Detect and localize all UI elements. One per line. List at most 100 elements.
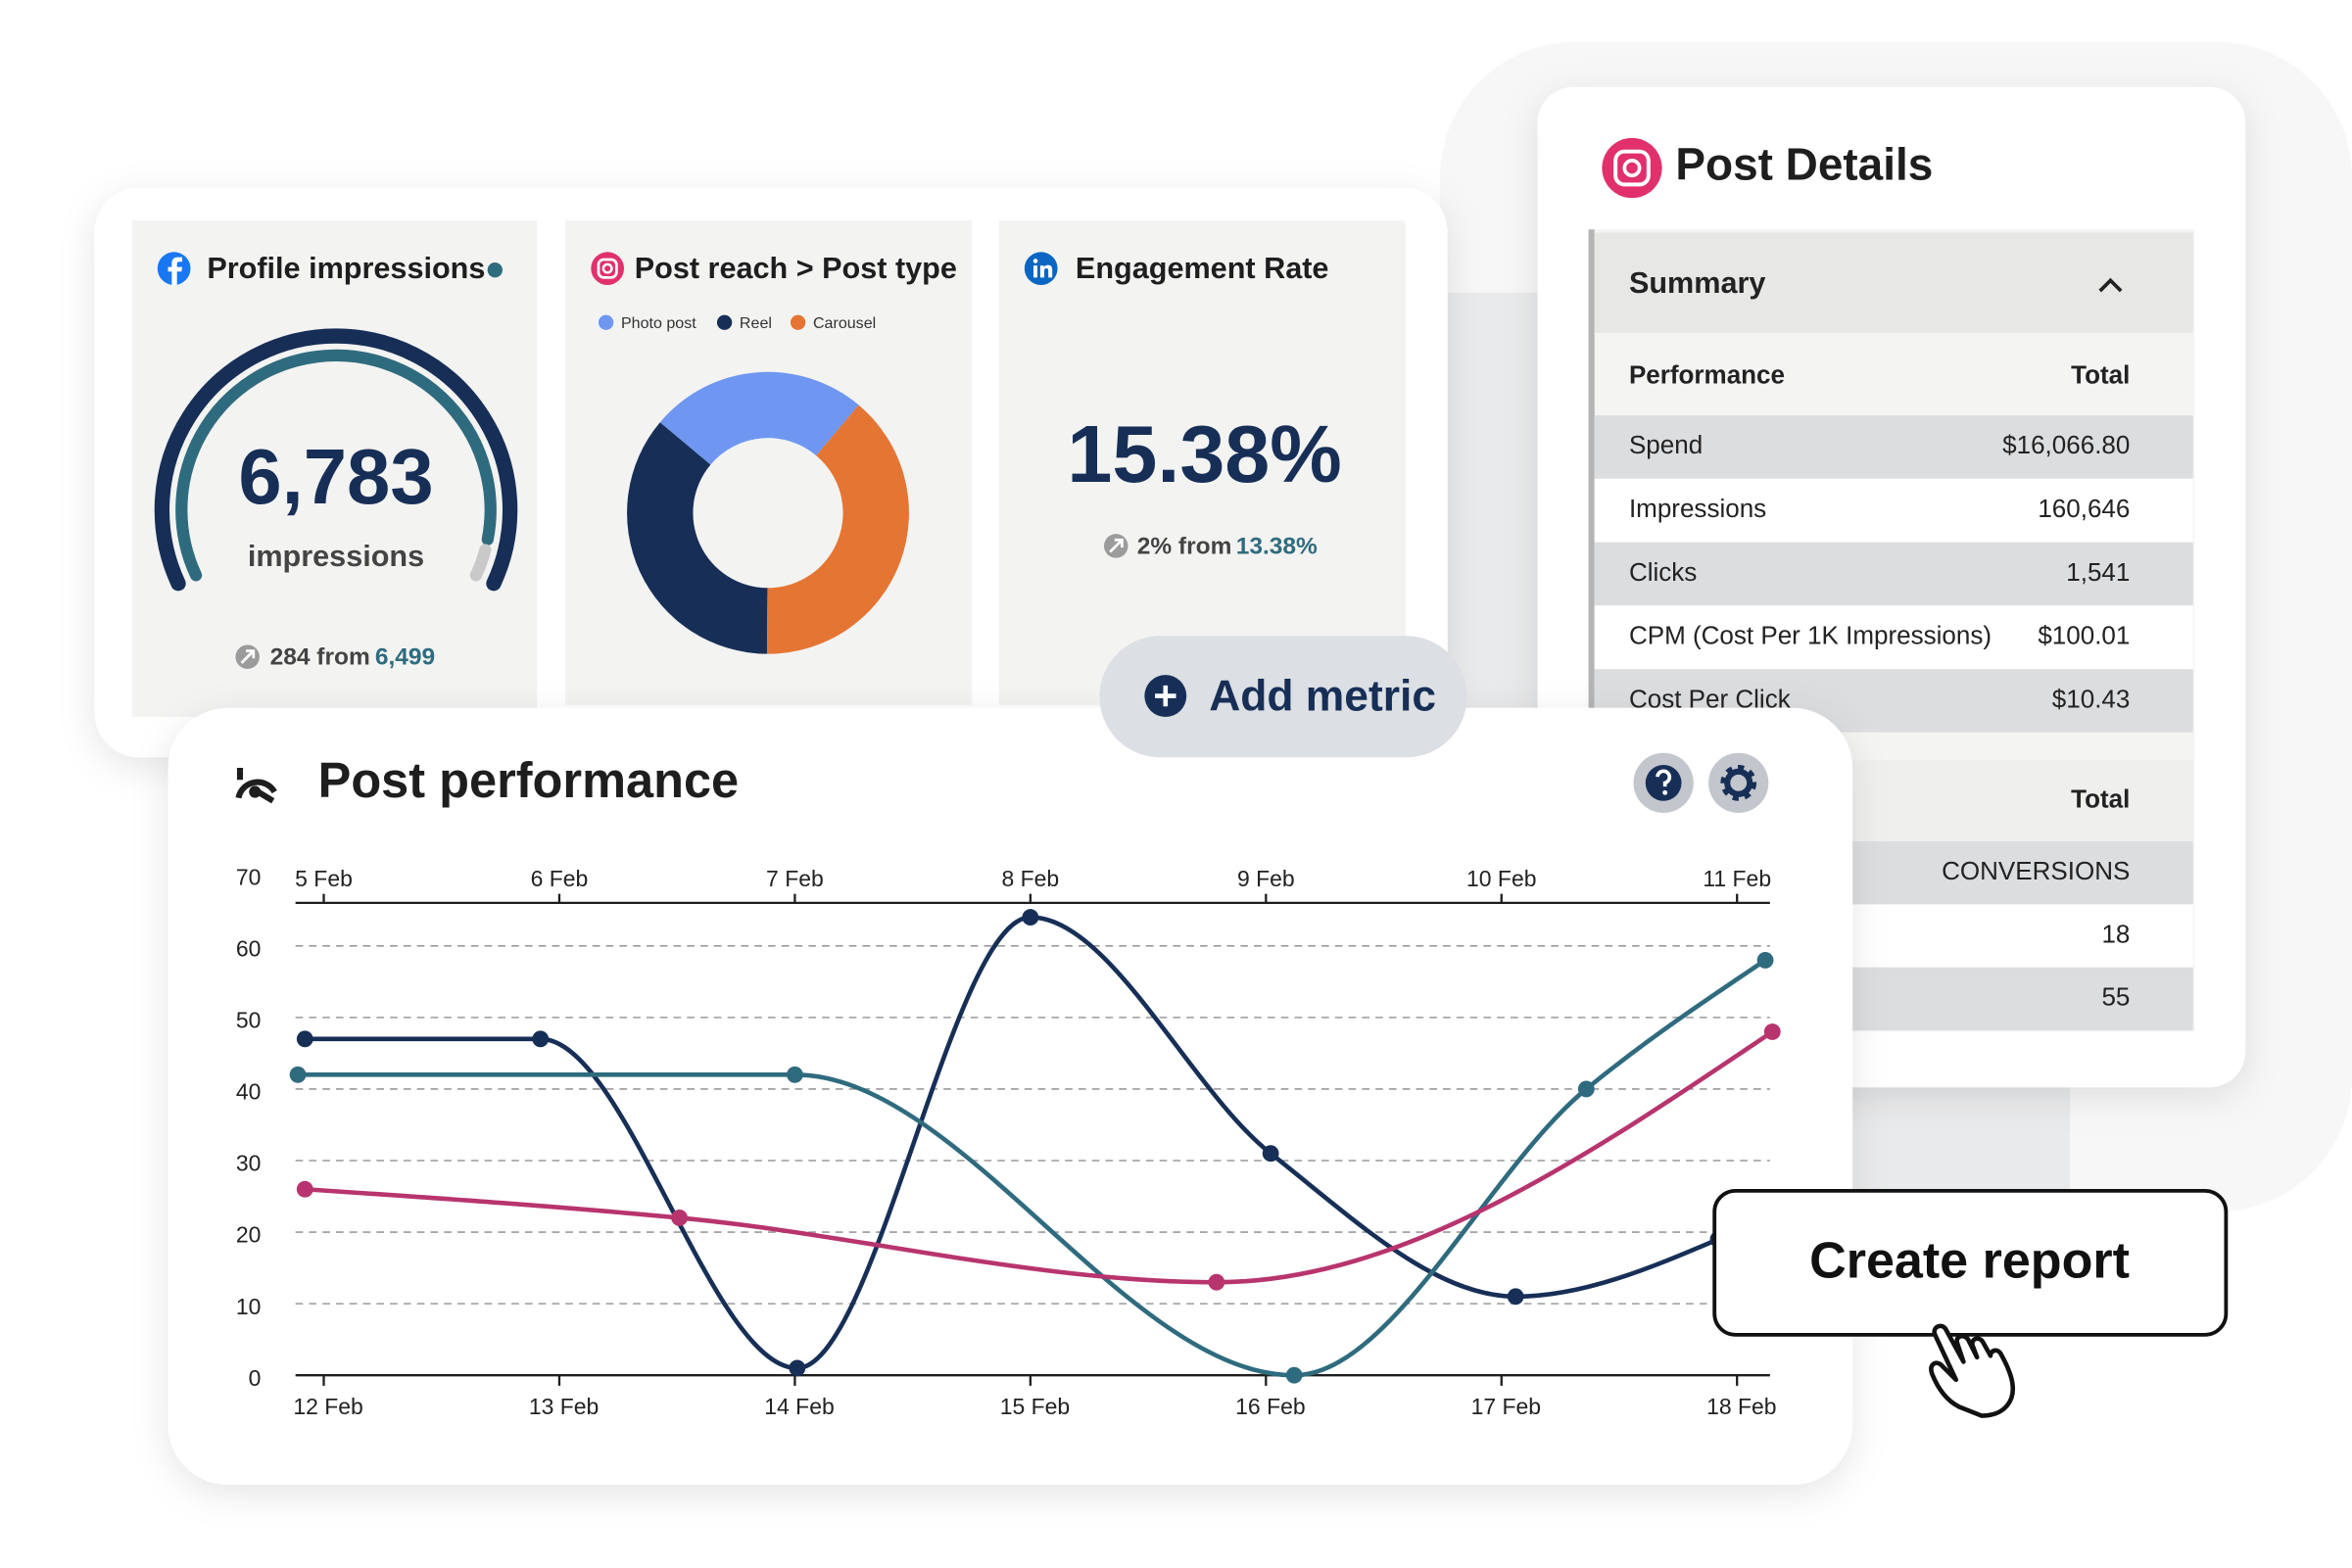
table-row [1594,415,2193,479]
chart-title: Post performance [318,752,740,808]
instagram-glyph [1613,149,1651,187]
row-value: 160,646 [2038,494,2130,523]
y-tick-label: 70 [236,864,262,889]
row-label: Impressions [1629,494,1766,523]
panel-title: Post Details [1675,139,1933,190]
previous-value: 6,499 [375,644,435,671]
help-glyph [1662,789,1668,795]
legend-label: Photo post [621,314,696,332]
button-label[interactable]: Create report [1809,1233,2130,1290]
x-tick-label: 17 Feb [1471,1394,1541,1419]
x2-tick-label: 11 Feb [1703,866,1771,891]
summary-row[interactable] [1594,232,2193,333]
x2-tick-label: 9 Feb [1237,866,1295,891]
backdrop-block [1447,292,1553,713]
row-value: $10.43 [2052,684,2131,713]
card [131,220,538,717]
linkedin-glyph [1032,259,1053,278]
table-row [1594,605,2193,669]
row-value: $16,066.80 [2002,430,2130,459]
legend-swatch [790,314,806,330]
facebook-glyph [168,257,183,285]
data-point [1022,909,1039,927]
instagram-glyph [597,258,618,279]
metric-value: 6,783 [238,433,433,520]
column-header: Total [2071,359,2130,389]
x-tick-label: 14 Feb [764,1394,834,1419]
change-text: 284 from [270,644,370,671]
settings-button[interactable] [1708,752,1769,813]
button-bg[interactable] [1099,636,1467,758]
series-line [298,958,1767,1378]
card [998,220,1406,705]
status-dot [487,262,503,278]
x2-tick-label: 8 Feb [1002,866,1060,891]
table-row [1594,542,2193,606]
y-tick-label: 30 [236,1151,262,1176]
x-tick-label: 15 Feb [1000,1394,1070,1419]
row-value: CONVERSIONS [1942,856,2130,885]
data-point [296,1180,313,1198]
table-row [1594,478,2193,543]
add-metric-button[interactable]: Add metric [1099,636,1467,758]
data-point [289,1066,307,1083]
legend-label: Carousel [813,314,876,332]
button-bg[interactable] [1712,1188,2229,1337]
data-point [1262,1145,1279,1163]
legend-swatch [598,314,614,330]
row-label: CPM (Cost Per 1K Impressions) [1629,621,1992,650]
button-label[interactable]: Add metric [1209,672,1436,720]
collapse-chevron[interactable] [2098,277,2123,293]
donut-segment [766,404,909,654]
instagram-glyph [601,262,613,274]
post-performance-card: Post performance 0 10 20 30 40 50 60 70 12 Feb 13… [168,707,1853,1485]
card [168,707,1853,1485]
data-point [1507,1288,1524,1306]
gauge-fill [175,349,497,582]
metric-cards: Profile impressions 6,783 impressions 28… [94,187,1448,758]
create-report-button[interactable]: Create report [1712,1188,2229,1418]
chart-icon [236,768,275,804]
data-point [789,1359,806,1377]
gauge-outer [154,328,518,592]
row-value: 55 [2101,982,2130,1012]
instagram-icon [1602,137,1662,199]
series-line [305,1029,1774,1285]
chart-icon [235,779,277,799]
table-rows: Spend $16,066.80 Impressions 160,646 Clicks 1… [1594,415,2193,733]
y-tick-label: 50 [236,1008,262,1033]
data-point [786,1066,803,1083]
y-tick-label: 60 [236,935,262,961]
donut-segment [627,422,768,654]
data-point [1208,1273,1225,1291]
data-point [671,1210,689,1226]
gear-icon [1724,768,1753,797]
donut-chart: Photo post Reel Carousel [598,314,909,654]
donut-segment [659,371,859,465]
x-tick-label: 13 Feb [529,1394,599,1419]
row-value: 18 [2101,919,2130,948]
row-label: Spend [1629,430,1703,459]
trend-arrow [1109,538,1124,553]
data-point [1763,1023,1781,1040]
data-point [1577,1080,1595,1098]
column-header: Total [2071,784,2130,814]
instagram-icon [591,252,624,285]
series-line [305,915,1719,1371]
x-tick-label: 16 Feb [1235,1394,1305,1419]
help-glyph [1656,769,1672,787]
x2-tick-label: 10 Feb [1466,866,1536,891]
legend-label: Reel [740,314,772,332]
row-value: $100.01 [2038,621,2130,650]
y-tick-label: 40 [236,1079,262,1105]
legend-swatch [716,314,733,330]
data-point [296,1030,313,1048]
y-tick-label: 0 [249,1365,262,1391]
backdrop-block [1852,1079,2071,1193]
row-label: Clicks [1629,557,1697,587]
card-title: Profile impressions [207,252,485,285]
row-value: 1,541 [2066,557,2130,587]
data-point [1285,1366,1303,1384]
